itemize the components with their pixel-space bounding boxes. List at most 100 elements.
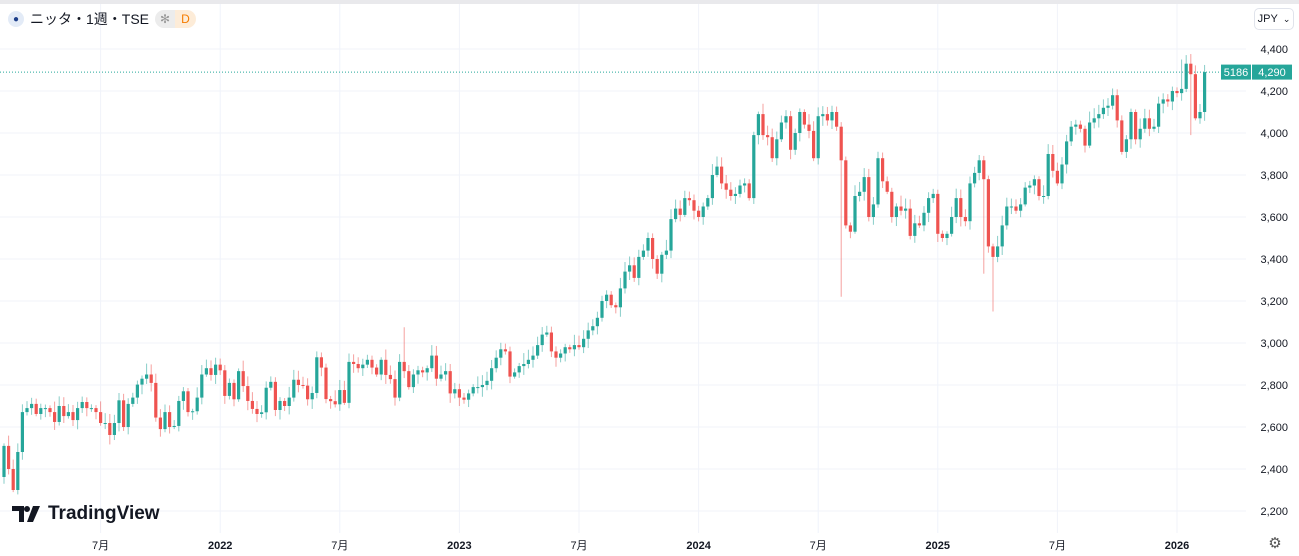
candle-up (16, 451, 20, 490)
tradingview-logo-icon (12, 506, 40, 522)
candle-up (821, 114, 825, 117)
candle-down (549, 332, 553, 352)
candle-up (264, 387, 268, 413)
candle-up (103, 423, 107, 425)
candle-up (871, 204, 875, 217)
candle-up (710, 175, 714, 199)
chevron-down-icon: ⌄ (1282, 14, 1291, 24)
status-badges[interactable]: ✻ D (155, 10, 196, 28)
candle-down (1078, 124, 1082, 129)
candle-down (11, 469, 15, 490)
candle-up (996, 246, 1000, 257)
candle-down (218, 364, 222, 371)
candle-up (471, 387, 475, 394)
candle-down (250, 400, 254, 409)
candle-up (411, 374, 415, 388)
candle-up (945, 233, 949, 238)
candle-down (1193, 74, 1197, 119)
candle-down (991, 246, 995, 257)
candle-up (563, 347, 567, 354)
candle-up (1088, 122, 1092, 146)
candle-up (425, 368, 429, 373)
candle-up (117, 400, 121, 424)
price-tick-label: 4,000 (1260, 128, 1288, 140)
candle-down (632, 265, 636, 278)
candle-up (586, 330, 590, 339)
candle-down (982, 160, 986, 180)
candle-down (1014, 206, 1018, 211)
candle-down (186, 391, 190, 413)
candle-up (1023, 187, 1027, 205)
candle-up (1170, 91, 1174, 102)
candle-up (80, 402, 84, 409)
currency-dropdown[interactable]: JPY ⌄ (1254, 8, 1294, 30)
candle-down (1175, 91, 1179, 94)
candle-down (85, 402, 89, 409)
candle-up (628, 265, 632, 272)
settings-gear-icon[interactable]: ⚙ (1268, 535, 1282, 552)
candle-down (1037, 179, 1041, 196)
candle-down (273, 381, 277, 410)
candle-down (122, 400, 126, 427)
candle-up (706, 198, 710, 207)
candle-up (1097, 114, 1101, 119)
candle-up (1065, 141, 1069, 165)
candle-down (761, 114, 765, 136)
candle-down (881, 158, 885, 182)
candle-up (490, 368, 494, 381)
candle-down (1051, 154, 1055, 171)
candle-up (195, 397, 199, 412)
candle-down (848, 225, 852, 232)
candle-down (908, 208, 912, 236)
candle-down (241, 371, 245, 387)
candle-up (862, 177, 866, 192)
candle-up (738, 185, 742, 194)
candle-up (1060, 164, 1064, 184)
candle-up (1092, 118, 1096, 123)
candle-up (112, 423, 116, 435)
market-closed-icon[interactable]: ✻ (155, 10, 176, 28)
candle-up (191, 411, 195, 413)
candle-down (283, 400, 287, 406)
candle-up (200, 374, 204, 398)
candle-up (752, 135, 756, 199)
candle-up (968, 183, 972, 222)
symbol-title[interactable]: ニッタ・1週・TSE (30, 11, 150, 27)
last-price-label: 4,290 (1258, 67, 1286, 79)
candle-up (1180, 88, 1184, 94)
candle-up (1046, 154, 1050, 196)
candle-up (347, 361, 351, 403)
candle-up (453, 389, 457, 394)
candle-up (669, 219, 673, 251)
candle-down (34, 403, 38, 414)
candle-down (158, 417, 162, 430)
candle-up (674, 208, 678, 220)
delayed-data-badge[interactable]: D (175, 10, 196, 28)
candle-down (770, 137, 774, 159)
candle-up (756, 114, 760, 136)
candle-down (655, 259, 659, 274)
candle-up (1203, 72, 1207, 112)
candle-up (595, 317, 599, 327)
candle-down (867, 177, 871, 217)
candle-down (747, 183, 751, 199)
candle-down (807, 124, 811, 131)
candle-down (609, 294, 613, 306)
candle-down (917, 223, 921, 226)
tradingview-logo[interactable]: TradingView (12, 503, 160, 525)
candle-down (1120, 120, 1124, 152)
candle-down (324, 367, 328, 400)
candle-down (53, 412, 57, 422)
candle-up (365, 359, 369, 365)
candle-down (802, 112, 806, 125)
candle-up (398, 361, 402, 398)
candle-up (1198, 112, 1202, 119)
candle-up (131, 397, 135, 404)
candle-down (296, 379, 300, 385)
candle-down (99, 412, 103, 424)
candle-up (641, 250, 645, 257)
time-tick-label: 2026 (1165, 540, 1189, 552)
candle-up (278, 400, 282, 410)
candle-up (733, 193, 737, 196)
